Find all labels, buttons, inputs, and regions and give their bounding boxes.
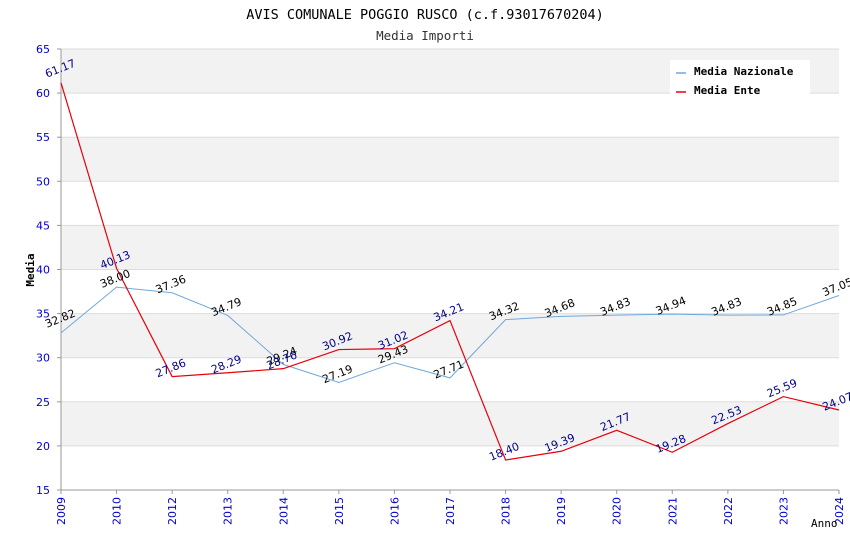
legend-label-media-nazionale: Media Nazionale	[694, 65, 794, 78]
y-tick-label: 25	[36, 396, 50, 409]
x-tick-label: 2009	[55, 497, 68, 525]
series-line-media-nazionale	[60, 286, 840, 384]
x-tick-labels: 2009 2010 2012 2013 2014 2015 2016 2017 2018 2019…	[55, 490, 846, 525]
chart-title: AVIS COMUNALE POGGIO RUSCO (c.f.93017670…	[246, 7, 604, 23]
series-line-media-ente	[60, 82, 840, 461]
x-tick-label: 2015	[333, 497, 346, 525]
y-tick-label: 50	[36, 175, 50, 188]
x-tick-label: 2019	[555, 497, 568, 525]
x-tick-label: 2012	[166, 497, 179, 525]
y-tick-label: 40	[36, 264, 50, 277]
series-lines	[60, 82, 840, 461]
background-band	[61, 401, 839, 446]
x-axis-label: Anno	[811, 517, 838, 530]
x-tick-label: 2022	[722, 497, 735, 525]
y-tick-label: 65	[36, 43, 50, 56]
x-tick-label: 2024	[833, 497, 846, 525]
background-band	[61, 225, 839, 270]
x-tick-label: 2013	[222, 497, 235, 525]
data-label: 37.05	[821, 275, 850, 299]
x-tick-label: 2023	[777, 497, 790, 525]
chart-subtitle: Media Importi	[376, 28, 474, 43]
y-tick-label: 35	[36, 308, 50, 321]
legend-box	[670, 60, 810, 96]
y-tick-label: 60	[36, 87, 50, 100]
y-tick-label: 30	[36, 352, 50, 365]
data-label: 27.19	[321, 362, 355, 386]
y-tick-label: 15	[36, 484, 50, 497]
y-tick-label: 45	[36, 219, 50, 232]
x-tick-label: 2014	[277, 497, 290, 525]
y-axis-label: Media	[24, 253, 37, 286]
y-tick-label: 20	[36, 440, 50, 453]
x-tick-label: 2020	[611, 497, 624, 525]
x-tick-label: 2016	[388, 497, 401, 525]
x-tick-label: 2017	[444, 497, 457, 525]
background-band	[61, 137, 839, 182]
x-tick-label: 2010	[111, 497, 124, 525]
x-tick-label: 2018	[500, 497, 513, 525]
y-tick-label: 55	[36, 131, 50, 144]
legend-label-media-ente: Media Ente	[694, 84, 761, 97]
x-tick-label: 2021	[666, 497, 679, 525]
y-tick-labels: 15 20 25 30 35 40 45 50 55 60 65	[36, 43, 50, 497]
data-label: 27.86	[154, 356, 188, 380]
background-bands	[61, 49, 839, 446]
legend: Media Nazionale Media Ente	[670, 60, 810, 97]
